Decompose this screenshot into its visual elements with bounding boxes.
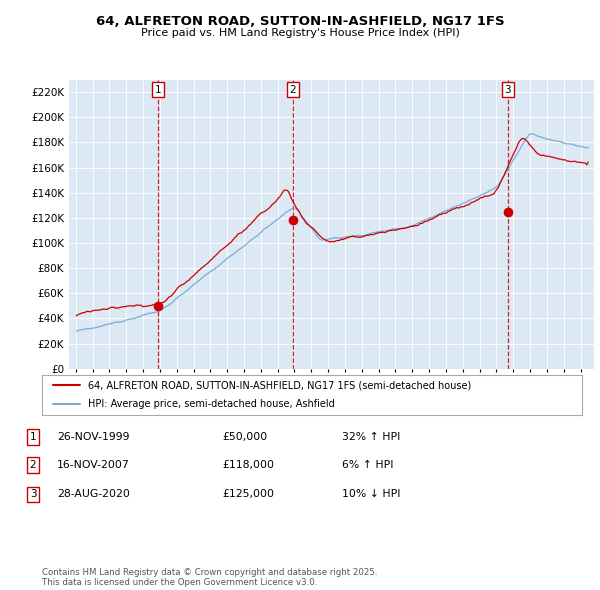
Text: Price paid vs. HM Land Registry's House Price Index (HPI): Price paid vs. HM Land Registry's House … bbox=[140, 28, 460, 38]
Text: £125,000: £125,000 bbox=[222, 490, 274, 499]
Text: 3: 3 bbox=[29, 490, 37, 499]
Text: 16-NOV-2007: 16-NOV-2007 bbox=[57, 460, 130, 470]
Text: 10% ↓ HPI: 10% ↓ HPI bbox=[342, 490, 401, 499]
Text: HPI: Average price, semi-detached house, Ashfield: HPI: Average price, semi-detached house,… bbox=[88, 399, 335, 409]
Text: 3: 3 bbox=[505, 85, 511, 95]
Text: 2: 2 bbox=[289, 85, 296, 95]
Text: £50,000: £50,000 bbox=[222, 432, 267, 441]
Text: 64, ALFRETON ROAD, SUTTON-IN-ASHFIELD, NG17 1FS (semi-detached house): 64, ALFRETON ROAD, SUTTON-IN-ASHFIELD, N… bbox=[88, 381, 471, 391]
Text: Contains HM Land Registry data © Crown copyright and database right 2025.
This d: Contains HM Land Registry data © Crown c… bbox=[42, 568, 377, 587]
Text: 64, ALFRETON ROAD, SUTTON-IN-ASHFIELD, NG17 1FS: 64, ALFRETON ROAD, SUTTON-IN-ASHFIELD, N… bbox=[95, 15, 505, 28]
Text: 1: 1 bbox=[155, 85, 161, 95]
Text: 26-NOV-1999: 26-NOV-1999 bbox=[57, 432, 130, 441]
Text: 28-AUG-2020: 28-AUG-2020 bbox=[57, 490, 130, 499]
Text: 1: 1 bbox=[29, 432, 37, 441]
Text: £118,000: £118,000 bbox=[222, 460, 274, 470]
Text: 32% ↑ HPI: 32% ↑ HPI bbox=[342, 432, 400, 441]
Text: 2: 2 bbox=[29, 460, 37, 470]
Text: 6% ↑ HPI: 6% ↑ HPI bbox=[342, 460, 394, 470]
